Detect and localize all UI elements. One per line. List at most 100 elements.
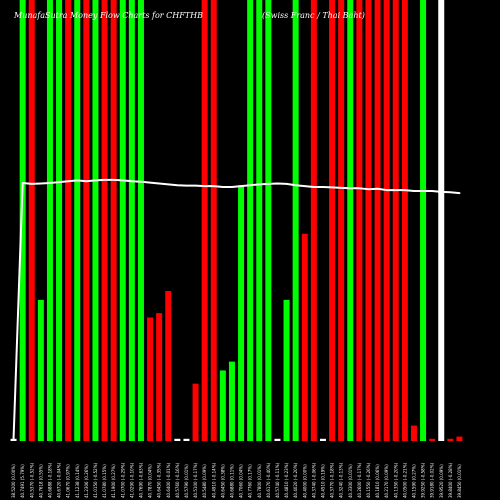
x-tick-label-38: 40.3300 (0.01%) [348, 464, 353, 498]
bar-42 [383, 0, 390, 441]
x-tick-label-11: 41.0780 (0.15%) [102, 464, 107, 498]
bar-29 [265, 0, 272, 441]
x-tick-labels: 38.5200 (0.00%) 40.7491 (5.79%) 40.5370 (-… [11, 462, 462, 498]
x-tick-label-21: 40.5100 (-0.17%) [193, 462, 198, 498]
bar-25 [228, 361, 235, 441]
x-tick-label-43: 40.1350 (-0.20%) [393, 462, 398, 498]
x-tick-label-30: 40.5740 (-0.11%) [275, 462, 280, 498]
x-tick-label-36: 40.3770 (-0.18%) [330, 462, 335, 498]
bar-26 [238, 185, 245, 441]
x-tick-label-50: 39.8450 (0.01%) [457, 464, 462, 498]
x-tick-label-3: 40.5370 (-0.52%) [29, 462, 34, 498]
bar-13 [119, 0, 126, 441]
x-tick-label-9: 41.2306 (0.26%) [84, 464, 89, 498]
bar-37 [338, 0, 345, 441]
bar-28 [256, 0, 263, 441]
x-tick-label-44: 40.0500 (-0.21%) [402, 462, 407, 498]
x-tick-label-20: 40.5790 (0.01%) [184, 464, 189, 498]
x-tick-label-10: 41.0150 (-0.52%) [93, 462, 98, 498]
bar-50 [456, 436, 463, 441]
x-tick-label-6: 40.6720 (-0.04%) [57, 462, 62, 498]
x-tick-label-7: 41.0670 (0.97%) [66, 464, 71, 498]
x-tick-label-12: 41.1900 (0.27%) [111, 464, 116, 498]
x-tick-label-34: 40.3740 (-0.06%) [311, 462, 316, 498]
bar-16 [147, 317, 154, 441]
bar-30 [274, 438, 281, 442]
bar-49 [447, 438, 454, 442]
x-tick-label-5: 40.6888 (-0.18%) [47, 462, 52, 498]
x-tick-label-14: 41.0290 (-0.10%) [129, 462, 134, 498]
price-line [12, 178, 461, 440]
x-tick-label-27: 40.7760 (0.17%) [248, 464, 253, 498]
x-tick-label-35: 40.4510 (0.19%) [320, 464, 325, 498]
bar-7 [65, 0, 72, 441]
bar-43 [392, 0, 399, 441]
bar-48 [438, 0, 445, 441]
bar-12 [110, 0, 117, 441]
bar-11 [101, 0, 108, 441]
x-tick-label-47: 39.9180 (-0.02%) [430, 462, 435, 498]
x-tick-label-46: 39.9250 (-0.58%) [421, 462, 426, 498]
x-tick-label-49: 39.8400 (-0.28%) [448, 462, 453, 498]
x-tick-label-13: 41.0700 (-0.29%) [120, 462, 125, 498]
bar-27 [247, 0, 254, 441]
x-tick-label-8: 41.1238 (0.14%) [75, 464, 80, 498]
bar-23 [210, 0, 217, 441]
x-tick-label-28: 40.7800 (0.01%) [257, 464, 262, 498]
x-tick-label-45: 40.1590 (0.27%) [411, 464, 416, 498]
x-tick-label-2: 40.7491 (5.79%) [20, 464, 25, 498]
bar-44 [401, 0, 408, 441]
bars-layer [10, 0, 463, 442]
x-tick-label-18: 40.6400 (-0.01%) [166, 462, 171, 498]
x-tick-label-39: 40.2600 (-0.17%) [357, 462, 362, 498]
x-tick-label-31: 40.4810 (-0.23%) [284, 462, 289, 498]
bar-3 [28, 0, 35, 441]
bar-18 [165, 291, 172, 441]
bar-6 [56, 0, 63, 441]
bar-32 [292, 0, 299, 441]
x-tick-label-26: 40.7060 (0.04%) [239, 464, 244, 498]
bar-34 [310, 0, 317, 441]
bar-22 [201, 0, 208, 441]
bar-10 [92, 0, 99, 441]
x-tick-label-24: 40.6450 (0.38%) [220, 464, 225, 498]
bar-8 [74, 0, 81, 441]
x-tick-label-40: 40.1550 (-0.26%) [366, 462, 371, 498]
bar-45 [410, 425, 417, 441]
bar-4 [37, 299, 44, 441]
x-tick-label-1: 38.5200 (0.00%) [11, 464, 16, 498]
bar-14 [128, 0, 135, 441]
bar-17 [156, 313, 163, 441]
x-tick-label-25: 40.6880 (0.11%) [229, 464, 234, 498]
x-tick-label-42: 40.2170 (0.09%) [384, 464, 389, 498]
bar-15 [137, 0, 144, 441]
x-tick-label-23: 40.4910 (-0.14%) [211, 462, 216, 498]
bar-24 [219, 370, 226, 441]
bar-20 [183, 438, 190, 442]
x-tick-label-16: 40.7870 (0.04%) [148, 464, 153, 498]
bar-38 [347, 0, 354, 441]
x-tick-label-37: 40.3240 (-0.13%) [339, 462, 344, 498]
bar-5 [46, 0, 53, 441]
bar-19 [174, 438, 181, 442]
bar-1 [10, 438, 17, 442]
bar-2 [19, 0, 26, 441]
chart-title-left: MunafaSutra Money Flow Charts for CHFTHB [13, 11, 203, 20]
x-tick-label-32: 40.4020 (-0.20%) [293, 462, 298, 498]
x-tick-label-33: 40.4000 (0.00%) [302, 464, 307, 498]
bar-21 [192, 383, 199, 441]
x-tick-label-15: 40.7690 (-0.63%) [138, 462, 143, 498]
bar-46 [420, 0, 427, 441]
x-tick-label-29: 40.6170 (-0.40%) [266, 462, 271, 498]
bar-35 [319, 438, 326, 442]
x-tick-label-4: 40.7618 (0.55%) [38, 464, 43, 498]
x-tick-label-17: 40.6450 (-0.35%) [157, 462, 162, 498]
bar-33 [301, 233, 308, 441]
x-tick-label-22: 40.5480 (0.09%) [202, 464, 207, 498]
x-tick-label-19: 40.5760 (-0.16%) [175, 462, 180, 498]
x-tick-label-48: 39.9520 (0.09%) [439, 464, 444, 498]
bar-36 [329, 0, 336, 441]
x-tick-label-41: 40.1810 (0.06%) [375, 464, 380, 498]
